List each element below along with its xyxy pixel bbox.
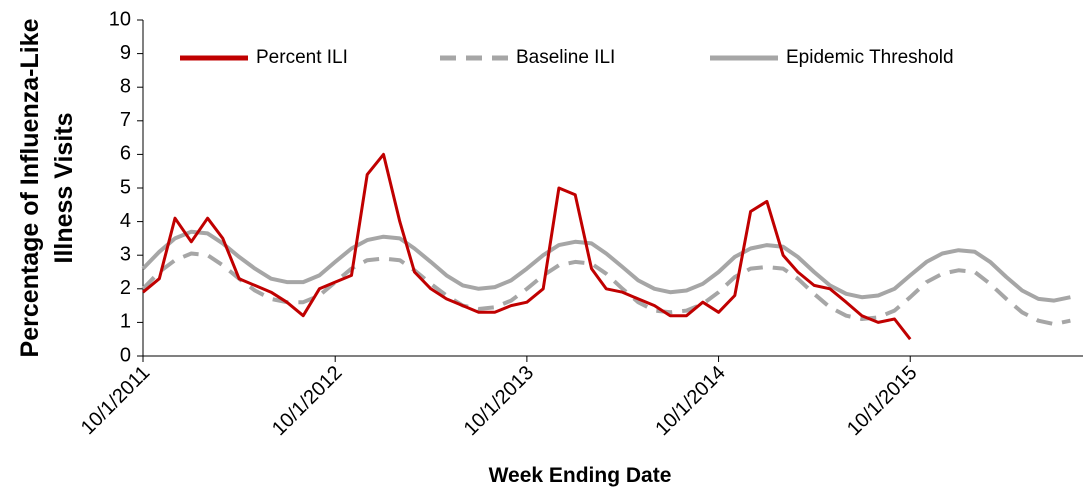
legend-label: Baseline ILI (516, 47, 615, 68)
x-tick-label: 10/1/2014 (651, 362, 729, 440)
y-tick-label: 0 (120, 344, 131, 366)
series-line (141, 229, 1071, 303)
y-tick-label: 9 (120, 42, 131, 64)
y-tick-label: 1 (120, 311, 131, 333)
y-tick-label: 8 (120, 75, 131, 97)
y-tick-label: 7 (120, 109, 131, 131)
series-line (141, 251, 1071, 327)
y-tick-label: 6 (120, 143, 131, 165)
x-tick-label: 10/1/2011 (77, 362, 154, 439)
x-tick-label: 10/1/2012 (268, 362, 346, 440)
x-axis-title: Week Ending Date (489, 464, 672, 487)
y-tick-label: 5 (120, 176, 131, 198)
legend-label: Percent ILI (256, 47, 348, 68)
series-line (142, 152, 912, 341)
y-tick-label: 4 (120, 210, 131, 232)
y-tick-label: 10 (109, 8, 131, 30)
y-tick-label: 3 (120, 243, 131, 265)
y-axis-title: Percentage of Influenza-Like (16, 18, 44, 357)
x-tick-label: 10/1/2015 (843, 362, 921, 440)
y-axis-title: Illness Visits (50, 112, 78, 263)
legend-label: Epidemic Threshold (786, 47, 954, 68)
y-tick-label: 2 (120, 277, 131, 299)
x-tick-label: 10/1/2013 (460, 362, 538, 440)
